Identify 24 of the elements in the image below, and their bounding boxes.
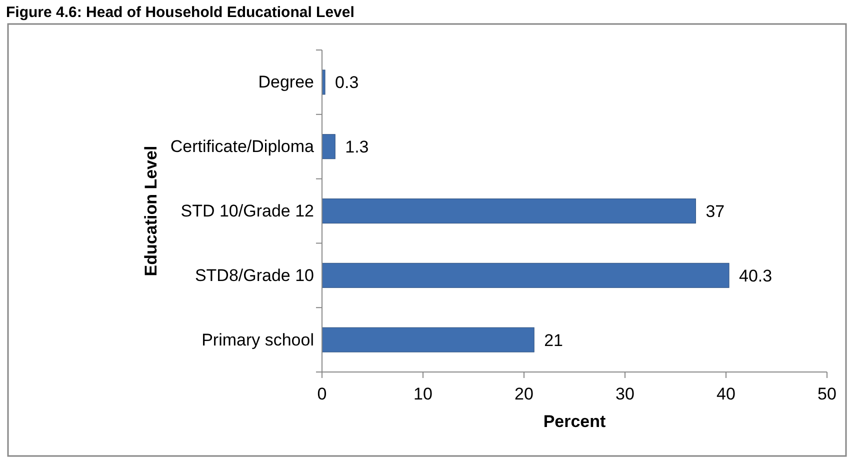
bar	[322, 70, 326, 95]
y-tick-label: Primary school	[202, 330, 314, 350]
y-tick-label: STD8/Grade 10	[194, 266, 314, 285]
x-tick-label: 30	[616, 384, 634, 404]
bar	[322, 262, 730, 288]
data-label: 21	[544, 330, 564, 350]
data-label: 37	[706, 202, 725, 221]
data-label: 0.3	[335, 73, 359, 92]
x-tick-label: 40	[716, 384, 736, 404]
x-tick-label: 20	[514, 384, 534, 404]
bar	[322, 134, 336, 160]
y-tick-label: STD 10/Grade 12	[180, 201, 314, 220]
y-axis-title: Education Level	[141, 146, 160, 276]
bar	[322, 327, 534, 352]
x-axis-title: Percent	[543, 412, 606, 431]
y-tick-label: Degree	[258, 72, 314, 92]
x-tick-label: 10	[414, 384, 432, 404]
bar	[322, 198, 696, 224]
text: Figure 4.6: Head of Household Educational Level	[6, 4, 354, 21]
x-tick-label: 0	[317, 384, 327, 404]
y-tick-label: Certificate/Diploma	[170, 137, 315, 156]
data-label: 1.3	[345, 138, 369, 157]
x-tick-label: 50	[818, 384, 836, 404]
data-label: 40.3	[739, 266, 772, 286]
